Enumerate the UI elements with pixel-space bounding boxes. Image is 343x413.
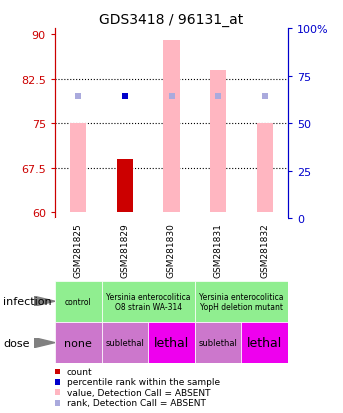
Text: none: none [64,338,92,348]
Text: control: control [65,297,92,306]
Text: GSM281830: GSM281830 [167,223,176,277]
Text: GSM281825: GSM281825 [74,223,83,277]
Polygon shape [34,297,55,306]
Bar [55,281,102,322]
Text: GSM281832: GSM281832 [260,223,269,277]
Text: count: count [67,367,92,376]
Bar [148,322,195,363]
Text: Yersinia enterocolitica
YopH deletion mutant: Yersinia enterocolitica YopH deletion mu… [199,292,284,311]
Text: sublethal: sublethal [105,338,144,347]
Bar [257,124,273,213]
Text: infection: infection [3,297,52,306]
Bar [117,162,133,213]
Bar [102,281,195,322]
Bar [102,322,148,363]
Text: lethal: lethal [154,336,189,349]
Bar [241,322,288,363]
Polygon shape [34,338,55,348]
Text: value, Detection Call = ABSENT: value, Detection Call = ABSENT [67,388,210,397]
Text: percentile rank within the sample: percentile rank within the sample [67,377,220,387]
Text: Yersinia enterocolitica
O8 strain WA-314: Yersinia enterocolitica O8 strain WA-314 [106,292,190,311]
Bar [195,322,241,363]
Text: sublethal: sublethal [199,338,238,347]
Bar [163,41,180,213]
Title: GDS3418 / 96131_at: GDS3418 / 96131_at [99,12,244,26]
Bar [117,159,133,213]
Text: GSM281831: GSM281831 [214,223,223,277]
Text: GSM281829: GSM281829 [120,223,129,277]
Bar [210,71,226,213]
Bar [70,124,86,213]
Text: rank, Detection Call = ABSENT: rank, Detection Call = ABSENT [67,398,205,407]
Bar [195,281,288,322]
Bar [55,322,102,363]
Text: dose: dose [3,338,30,348]
Text: lethal: lethal [247,336,282,349]
